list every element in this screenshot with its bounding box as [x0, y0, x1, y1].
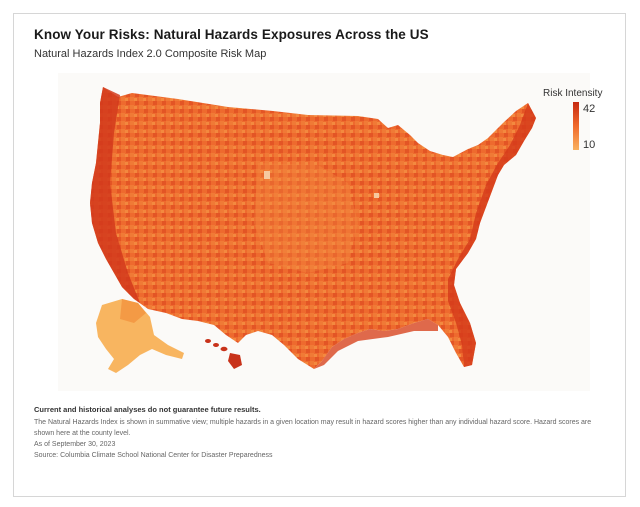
us-risk-map: [90, 87, 536, 373]
west-coast-band: [90, 87, 140, 303]
page-title: Know Your Risks: Natural Hazards Exposur…: [34, 27, 429, 42]
central-plains-lighter: [254, 163, 358, 273]
east-coast-band: [448, 103, 536, 367]
legend-color-scale: [573, 102, 579, 150]
legend-max-label: 42: [583, 103, 596, 115]
hawaii: [205, 339, 242, 369]
description-text: The Natural Hazards Index is shown in su…: [34, 419, 592, 437]
alaska-darker-part: [120, 299, 146, 323]
light-county-spot-2: [374, 193, 379, 198]
page-subtitle: Natural Hazards Index 2.0 Composite Risk…: [34, 48, 267, 60]
light-county-spot: [264, 171, 270, 179]
contiguous-us: [90, 87, 536, 369]
alaska: [96, 299, 184, 373]
disclaimer-text: Current and historical analyses do not g…: [34, 405, 261, 414]
legend-min-label: 10: [583, 139, 596, 151]
notes: Current and historical analyses do not g…: [34, 404, 604, 461]
source-text: Source: Columbia Climate School National…: [34, 452, 273, 459]
gulf-coast-band: [314, 319, 438, 369]
map-area: [58, 73, 590, 391]
legend-title: Risk Intensity: [543, 88, 603, 99]
as-of-date: As of September 30, 2023: [34, 441, 116, 448]
